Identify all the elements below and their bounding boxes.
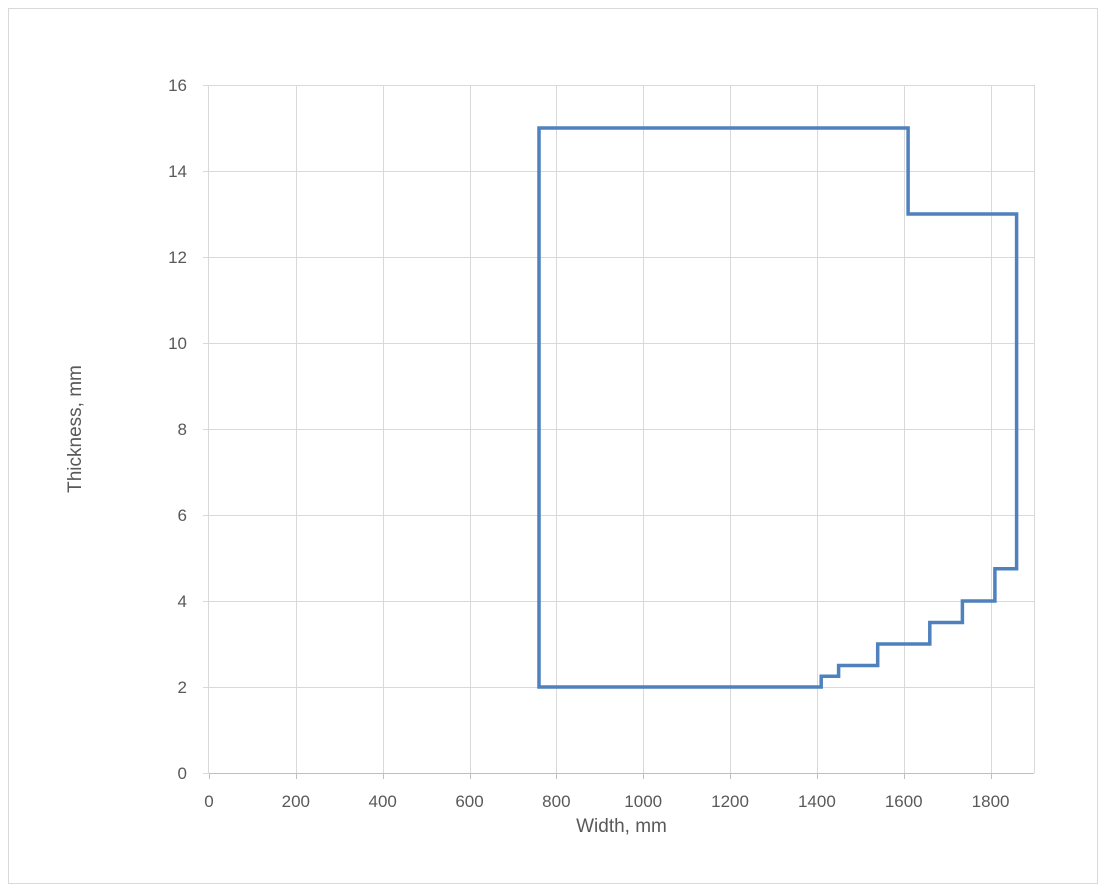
y-tick-label: 10 — [168, 334, 187, 353]
x-tick-label: 1000 — [624, 792, 662, 811]
y-tick-label: 2 — [178, 678, 187, 697]
grid — [209, 85, 1035, 773]
y-tick-label: 16 — [168, 76, 187, 95]
x-tick-label: 1200 — [711, 792, 749, 811]
x-axis-title: Width, mm — [576, 816, 667, 837]
y-tick-label: 0 — [178, 764, 187, 783]
y-tick-label: 8 — [178, 420, 187, 439]
x-tick-label: 400 — [368, 792, 396, 811]
x-tick-label: 1400 — [798, 792, 836, 811]
y-axis-title: Thickness, mm — [65, 365, 86, 493]
chart-frame — [8, 8, 1098, 884]
x-tick-label: 1600 — [885, 792, 923, 811]
x-tick-label: 1800 — [972, 792, 1010, 811]
series-line — [537, 126, 1019, 689]
y-tick-label: 12 — [168, 248, 187, 267]
x-tick-label: 0 — [204, 792, 213, 811]
tick-labels: 0 200 400 600 800 1000 1200 1400 1600 1800 0 2 4 6 8 10… — [168, 76, 1009, 811]
x-tick-label: 600 — [455, 792, 483, 811]
x-tick-label: 200 — [282, 792, 310, 811]
y-tick-label: 4 — [178, 592, 187, 611]
x-tick-label: 800 — [542, 792, 570, 811]
axes — [203, 85, 1034, 779]
series-layer — [537, 126, 1019, 689]
y-tick-label: 6 — [178, 506, 187, 525]
y-tick-label: 14 — [168, 162, 187, 181]
